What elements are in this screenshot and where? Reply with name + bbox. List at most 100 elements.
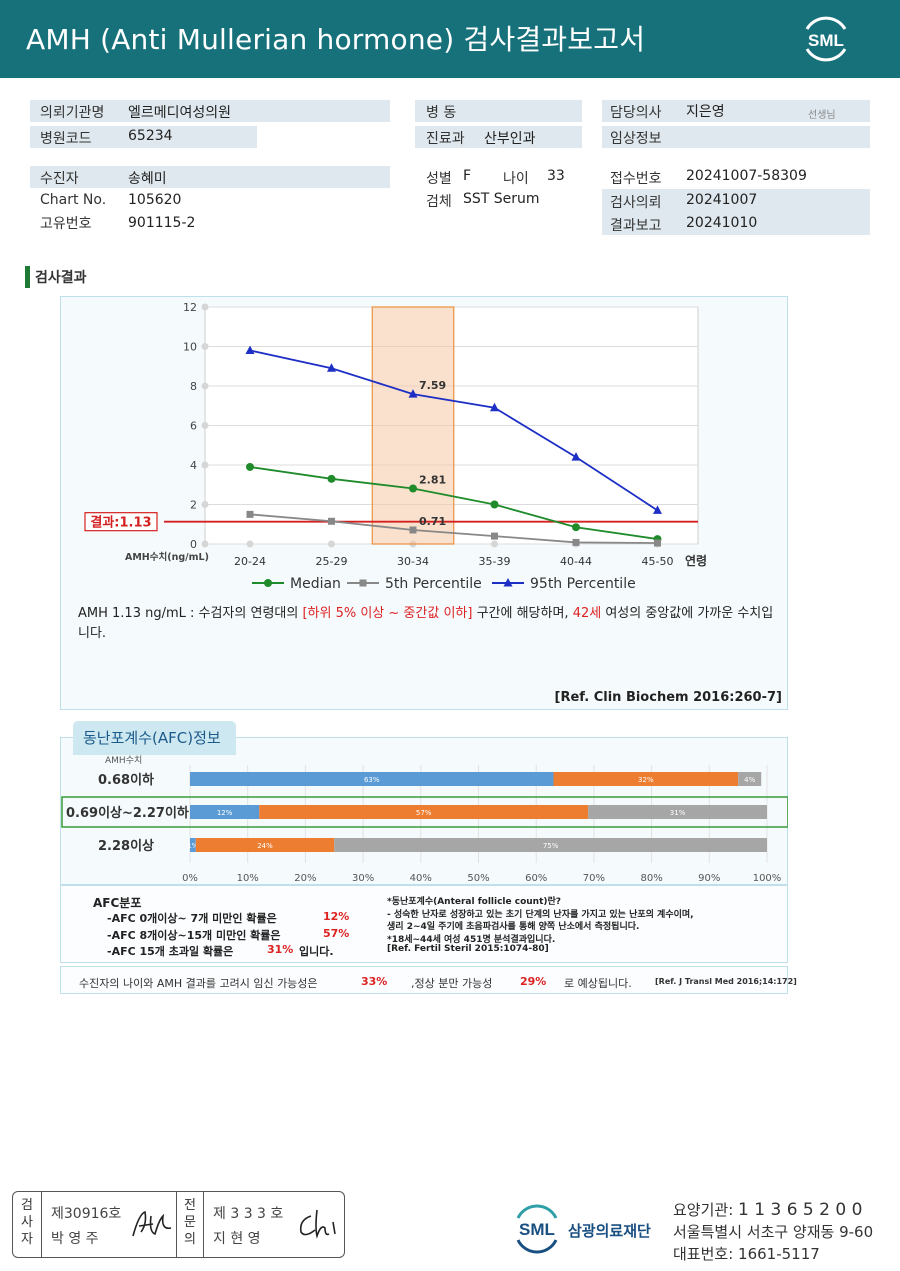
patient-value: 송혜미 <box>128 171 167 187</box>
median-data-label: 2.81 <box>419 474 446 487</box>
x-tick-label: 30-34 <box>397 555 429 568</box>
y-tick-label: 10 <box>183 341 197 354</box>
afc-row-label: 0.68이하 <box>98 772 154 788</box>
signature-divider <box>176 1192 177 1257</box>
y-tick-dot <box>201 501 209 508</box>
report-header <box>0 0 900 78</box>
section-marker <box>25 266 30 288</box>
requested-label: 검사의뢰 <box>610 195 662 211</box>
5th-percentile-point <box>654 539 661 547</box>
afc-bar-segment <box>259 805 589 819</box>
x-tick-label: 45-50 <box>642 555 674 568</box>
y-tick-label: 8 <box>190 380 197 393</box>
afc-dist-1-pct: 12% <box>323 910 350 923</box>
afc-dist-3: -AFC 15개 초과일 확률은 <box>107 945 234 958</box>
ward-label: 병 동 <box>426 105 457 121</box>
age-value: 33 <box>547 168 565 184</box>
afc-segment-label: 32% <box>638 776 654 784</box>
afc-segment-label: 4% <box>744 776 755 784</box>
uid-value: 901115-2 <box>128 215 196 231</box>
phone-label: 대표번호: <box>673 1245 734 1263</box>
95th-percentile-point <box>571 452 581 461</box>
dates-bar <box>602 189 870 235</box>
x-tick-dot <box>246 540 254 548</box>
5th-percentile-point <box>491 532 498 540</box>
5th-percentile-legend-marker <box>359 579 367 587</box>
afc-note-3: 생리 2~4일 주기에 초음파검사를 통해 양쪽 난소에서 측정됩니다. <box>387 922 640 932</box>
amh-age-chart: 0 2 4 6 8 10 12 20-24 25-29 30-34 35-39 40-44 45-50 연… <box>84 301 707 592</box>
afc-segment-label: 1% <box>187 842 198 850</box>
chart-reference: [Ref. Clin Biochem 2016:260-7] <box>554 690 782 705</box>
specialist-signature <box>299 1209 336 1239</box>
specialist-name: 지 현 영 <box>213 1231 261 1247</box>
afc-note-1: *동난포계수(Anteral follicle count)란? <box>387 897 561 907</box>
median-line <box>249 466 658 540</box>
highlight-age-band <box>371 306 455 545</box>
x-tick-label: 25-29 <box>316 555 348 568</box>
examiner-signature <box>132 1210 172 1237</box>
examiner-number: 제30916호 <box>51 1206 122 1222</box>
95th-percentile-line <box>249 349 658 512</box>
doctor-value: 지은영 <box>686 104 725 120</box>
y-tick-label: 0 <box>190 538 197 551</box>
uid-label: 고유번호 <box>40 216 92 232</box>
95th-percentile-point <box>653 505 662 514</box>
afc-dist-3-pct: 31% <box>267 943 294 956</box>
y-tick-label: 6 <box>190 420 197 433</box>
median-legend-label: Median <box>290 576 341 592</box>
department-label: 진료과 <box>426 131 465 147</box>
age-label: 나이 <box>503 171 529 187</box>
x-tick-label: 40-44 <box>560 555 592 568</box>
afc-bar-segment <box>738 772 762 786</box>
afc-segment-label: 12% <box>217 809 233 817</box>
afc-tab-title: 동난포계수(AFC)정보 <box>73 721 236 755</box>
afc-row-label: 2.28이상 <box>98 838 154 854</box>
afc-bar-segment <box>190 805 260 819</box>
chart-no-label: Chart No. <box>40 192 107 208</box>
footer-organization: 삼광의료재단 <box>568 1222 651 1240</box>
sex-label: 성별 <box>426 171 452 187</box>
receipt-value: 20241007-58309 <box>686 168 807 184</box>
hospital-code-bar <box>30 126 257 148</box>
patient-label: 수진자 <box>40 171 79 187</box>
report-title: AMH (Anti Mullerian hormone) 검사결과보고서 <box>26 23 646 56</box>
doctor-bar <box>602 100 870 122</box>
reported-label: 결과보고 <box>610 218 662 234</box>
5th-percentile-legend-label: 5th Percentile <box>385 576 482 592</box>
y-tick-dot <box>201 382 209 390</box>
signature-divider <box>203 1192 204 1257</box>
afc-axis-tick: 100% <box>753 873 782 884</box>
footer-logo-text: SML <box>519 1220 555 1239</box>
pregnancy-text-3: 로 예상됩니다. <box>564 977 632 990</box>
interp-part-5: 여성의 중앙값에 가까운 수치입니다. <box>78 606 774 641</box>
afc-row-label: 0.69이상~2.27이하 <box>66 805 189 821</box>
y-tick-label: 4 <box>190 459 197 472</box>
afc-bar-chart: AMH수치 0% 10% 20% 30% 40% 50% 60% 70% 80% 90% 100% 0.… <box>61 755 788 884</box>
care-code-value: 1 1 3 6 5 2 0 0 <box>738 1200 863 1220</box>
x-tick-label: 35-39 <box>479 555 511 568</box>
reported-value: 20241010 <box>686 215 758 231</box>
5th-percentile-point <box>409 526 417 534</box>
examiner-name: 박 영 주 <box>51 1231 99 1247</box>
afc-bar-segment <box>190 772 554 786</box>
afc-bar-segment <box>334 838 767 852</box>
afc-axis-tick: 90% <box>698 873 720 884</box>
afc-bar-segment <box>553 772 739 786</box>
clinical-label: 임상정보 <box>610 131 662 147</box>
y-axis-label: AMH수치(ng/mL) <box>125 551 209 563</box>
doctor-suffix: 선생님 <box>808 110 836 121</box>
afc-dist-2-pct: 57% <box>323 927 350 940</box>
logo-text: SML <box>808 31 844 50</box>
afc-segment-label: 75% <box>543 842 559 850</box>
hospital-code-value: 65234 <box>128 128 173 144</box>
patient-bar <box>30 166 390 188</box>
afc-dist-1: -AFC 0개이상~ 7개 미만인 확률은 <box>107 912 277 925</box>
median-point <box>246 462 254 471</box>
pregnancy-text-1: 수진자의 나이와 AMH 결과를 고려시 임신 가능성은 <box>79 977 318 990</box>
5th-percentile-data-label: 0.71 <box>419 515 446 528</box>
receipt-label: 접수번호 <box>610 171 662 187</box>
median-point <box>572 523 580 532</box>
y-tick-dot <box>201 461 209 469</box>
